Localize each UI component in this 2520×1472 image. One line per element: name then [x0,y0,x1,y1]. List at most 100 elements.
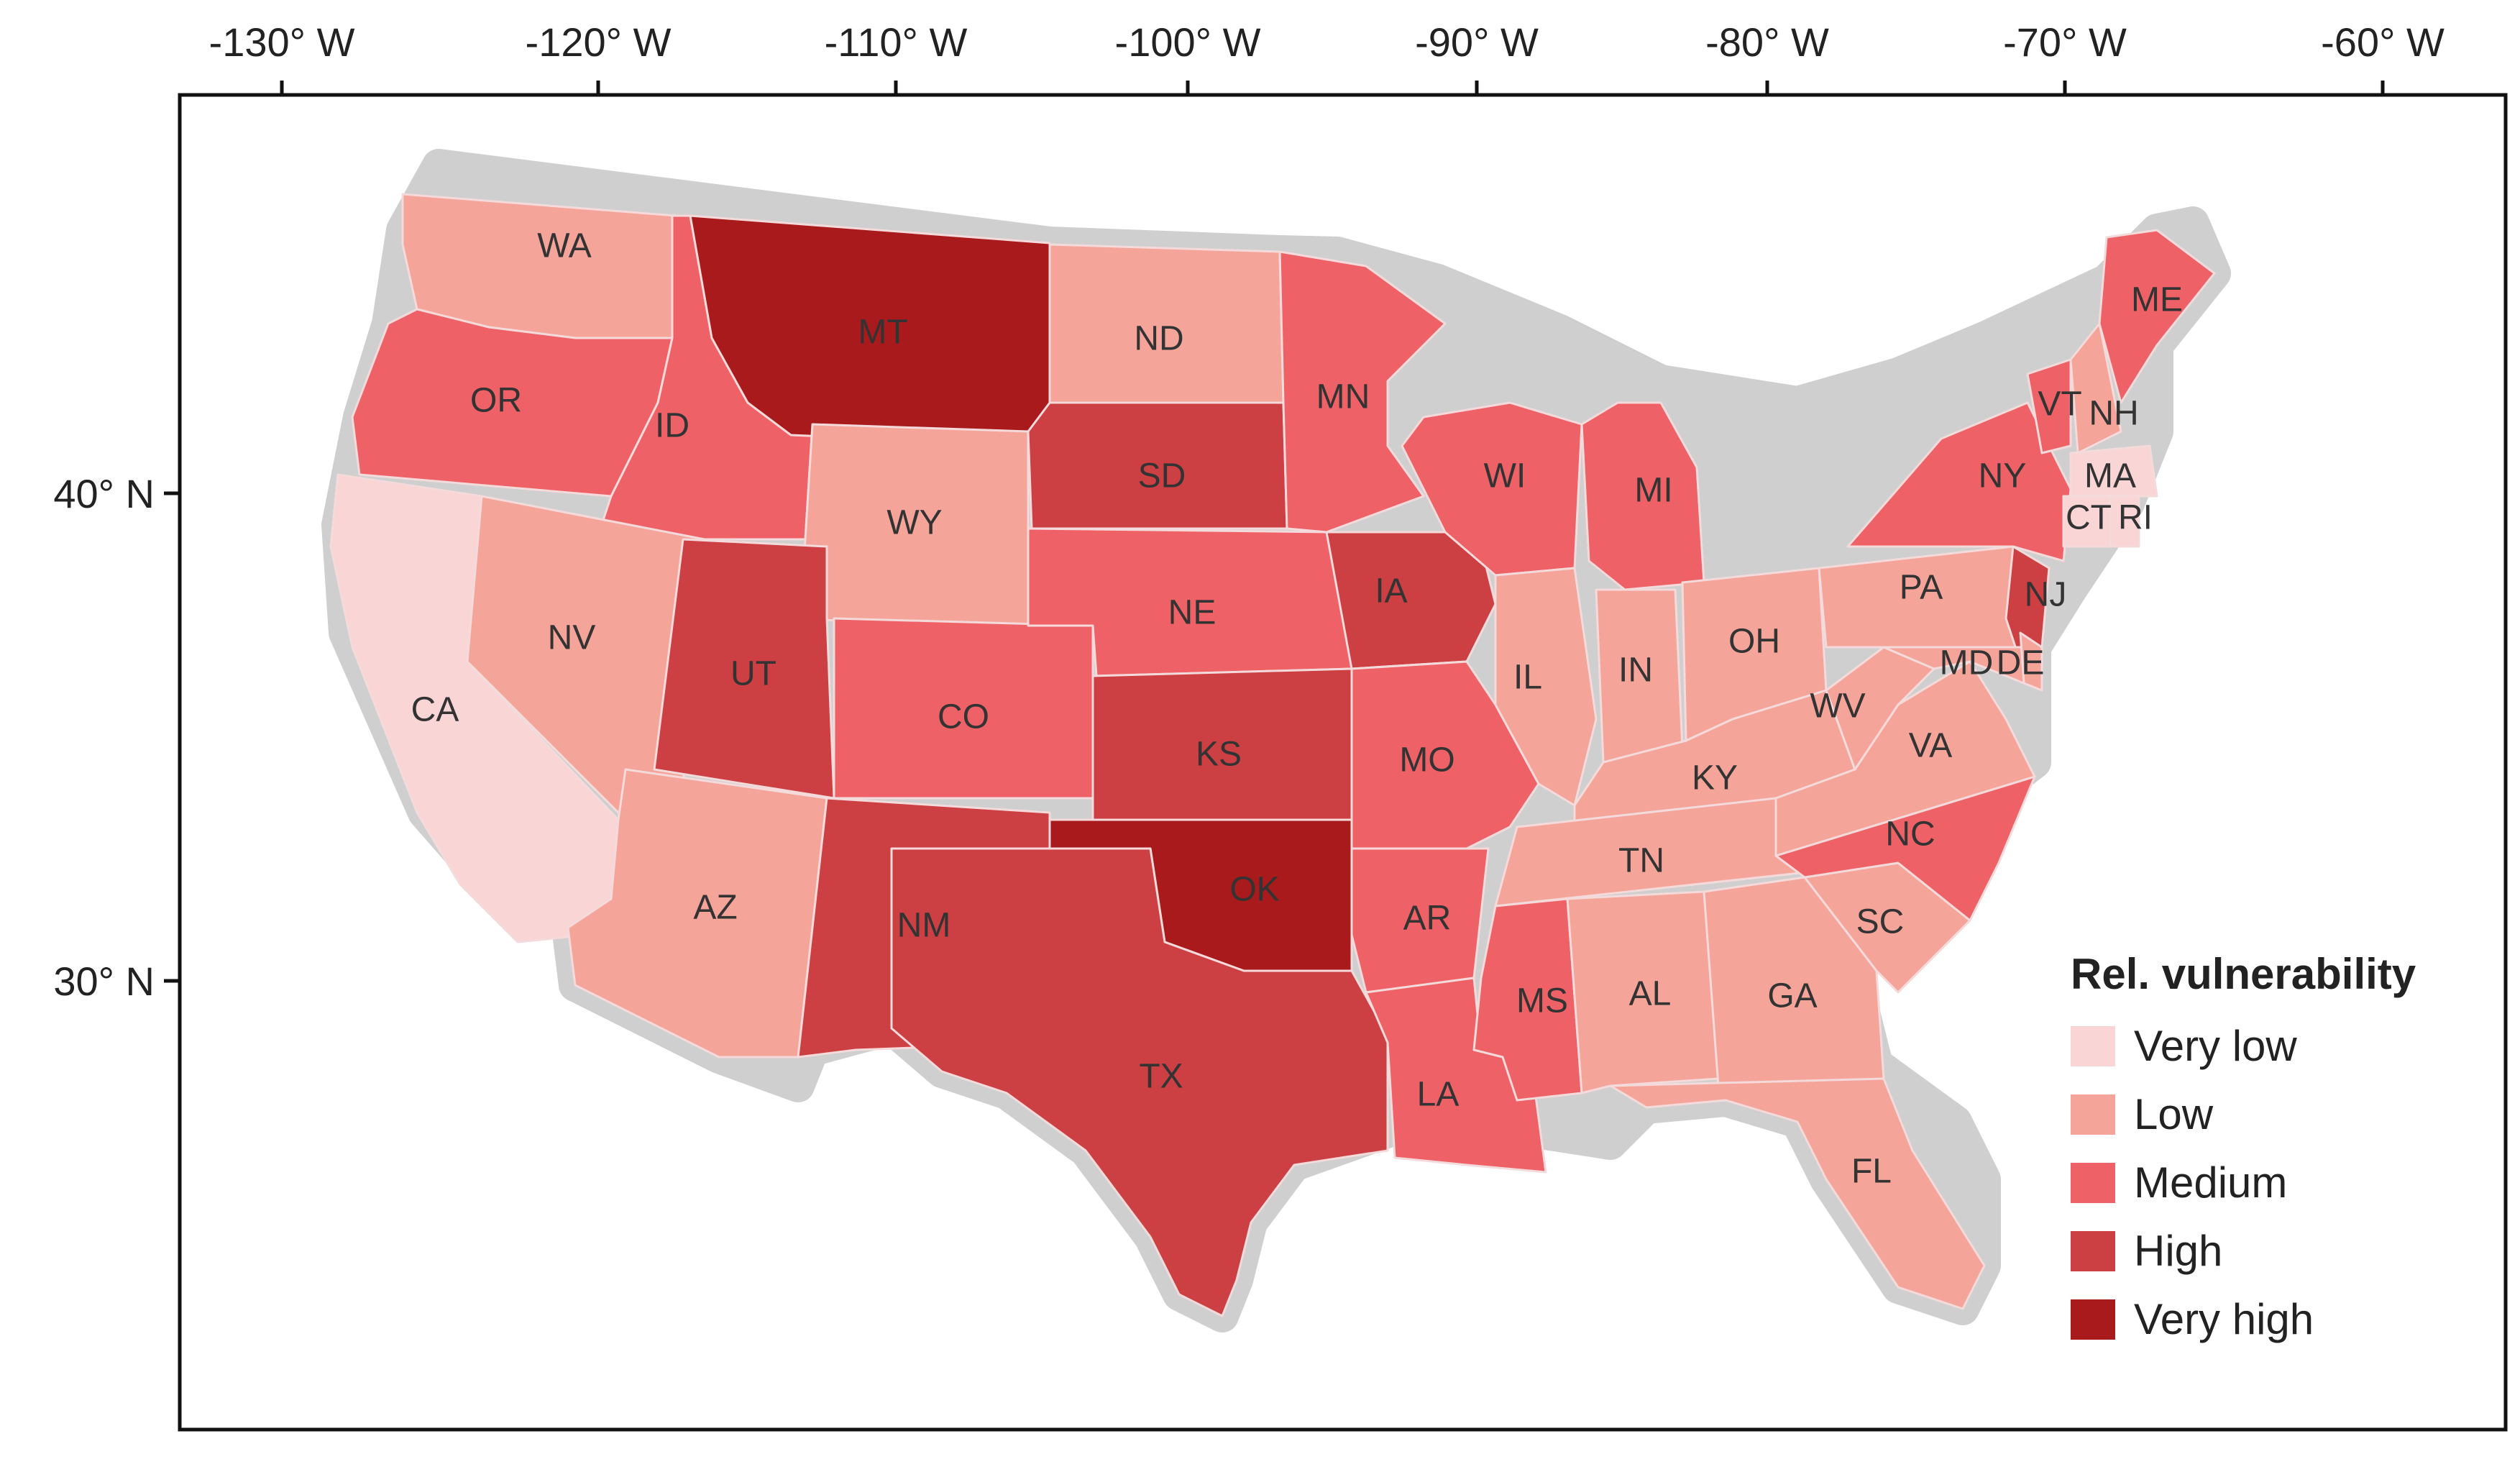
states-layer [329,193,2216,1317]
legend-label: Very high [2134,1295,2314,1343]
state-label-nd: ND [1134,320,1183,358]
state-label-nm: NM [897,907,951,945]
longitude-label: -90° W [1415,19,1539,65]
legend-label: Very low [2134,1022,2297,1070]
legend-swatch [2071,1230,2115,1271]
state-sd [1027,401,1288,530]
state-label-ks: KS [1196,736,1242,774]
legend-label: Low [2134,1090,2214,1138]
state-label-ga: GA [1767,977,1817,1015]
state-label-la: LA [1417,1076,1460,1114]
legend-swatch [2071,1162,2115,1203]
legend-title: Rel. vulnerability [2071,950,2416,998]
state-nh [2069,322,2122,454]
legend-item-medium: Medium [2071,1148,2502,1217]
state-label-nj: NJ [2025,576,2067,614]
state-mi [1580,401,1705,591]
state-label-ct: CT [2066,499,2112,537]
longitude-labels: -130° W -120° W -110° W -100° W -90° W -… [209,19,2445,65]
latitude-label: 30° N [53,959,155,1004]
state-label-fl: FL [1851,1153,1892,1191]
state-ut [653,538,835,800]
state-label-nc: NC [1885,815,1935,854]
legend-item-very-high: Very high [2071,1285,2502,1353]
state-ga [1703,876,1885,1087]
state-fl [1609,1077,1986,1310]
state-label-ms: MS [1516,982,1568,1020]
legend-item-low: Low [2071,1080,2502,1148]
state-label-mn: MN [1316,378,1370,416]
state-ri [2109,495,2140,548]
legend-swatch [2071,1299,2115,1340]
state-label-ny: NY [1979,457,2027,495]
state-vt [2026,358,2072,454]
state-label-oh: OH [1728,623,1780,661]
state-label-wy: WY [886,504,942,542]
longitude-label: -130° W [209,19,355,65]
longitude-label: -100° W [1115,19,1261,65]
longitude-label: -110° W [825,19,968,65]
state-labels: WA OR CA ID NV MT WY UT AZ CO NM ND SD NE KS OK TX MN IA MO… [411,227,2183,1191]
state-label-wi: WI [1484,457,1526,495]
state-label-wa: WA [537,227,592,265]
state-la [1365,977,1547,1174]
state-label-nh: NH [2089,395,2138,433]
state-label-tx: TX [1139,1058,1183,1096]
state-label-ca: CA [411,691,459,729]
state-tx [890,847,1389,1317]
state-label-il: IL [1513,659,1542,697]
state-label-pa: PA [1900,569,1943,607]
legend-label: Medium [2134,1158,2288,1207]
state-label-ky: KY [1692,759,1738,797]
legend-label: High [2134,1227,2223,1275]
state-label-sd: SD [1138,457,1186,495]
state-label-vt: VT [2038,385,2081,424]
state-label-ri: RI [2118,499,2153,537]
state-ma [2069,444,2158,498]
longitude-label: -120° W [526,19,672,65]
state-mn [1278,250,1447,534]
state-label-co: CO [938,698,989,736]
state-label-ma: MA [2084,457,2136,495]
state-label-ar: AR [1403,900,1452,938]
state-label-tn: TN [1618,842,1664,880]
state-label-ia: IA [1375,572,1407,611]
legend-item-high: High [2071,1217,2502,1285]
state-label-ut: UT [730,655,776,693]
state-label-al: AL [1629,975,1672,1013]
state-label-ne: NE [1168,594,1217,632]
legend-swatch [2071,1094,2115,1135]
legend: Rel. vulnerability Very low Low Medium H… [2071,949,2502,1353]
state-label-mi: MI [1634,472,1672,510]
longitude-axis [280,81,2385,95]
latitude-axis [164,491,180,983]
state-mt [689,214,1051,447]
state-md [1882,646,2043,692]
state-label-or: OR [470,382,522,420]
latitude-label: 40° N [53,471,155,516]
state-label-mo: MO [1399,741,1454,780]
state-label-in: IN [1618,652,1653,690]
state-label-sc: SC [1856,903,1905,941]
state-label-az: AZ [693,889,737,927]
map-frame [178,93,2508,1432]
state-de [2019,631,2043,692]
legend-swatch [2071,1025,2115,1066]
state-label-nv: NV [548,619,596,657]
state-me [2098,229,2216,404]
state-label-mt: MT [858,314,907,352]
state-wv [1825,646,1935,771]
state-label-md: MD [1940,644,1994,682]
state-label-id: ID [655,407,689,445]
state-label-ok: OK [1229,871,1279,909]
legend-item-very-low: Very low [2071,1012,2502,1080]
longitude-label: -60° W [2321,19,2445,65]
state-al [1566,890,1720,1094]
longitude-label: -70° W [2003,19,2127,65]
state-label-va: VA [1909,727,1952,765]
longitude-label: -80° W [1705,19,1829,65]
state-label-me: ME [2131,281,2183,319]
state-label-wv: WV [1810,687,1865,726]
state-label-de: DE [1997,644,2045,682]
